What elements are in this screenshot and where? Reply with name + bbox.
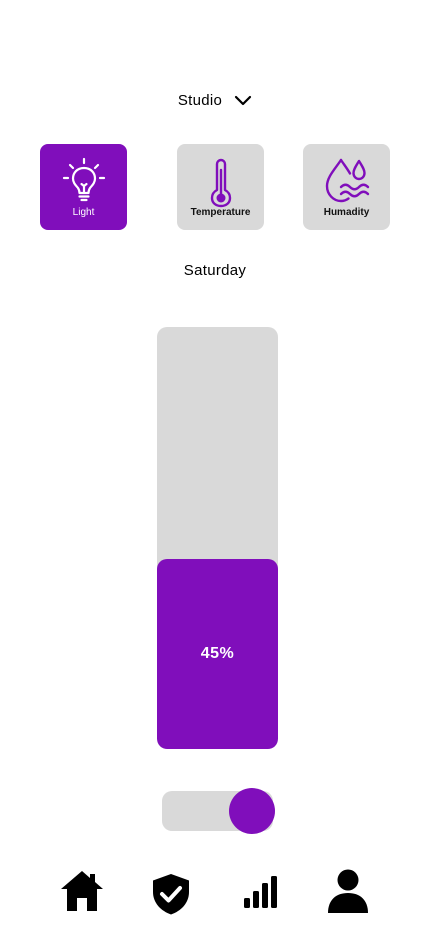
lightbulb-icon — [62, 157, 105, 202]
shield-check-icon[interactable] — [149, 872, 193, 916]
signal-bars-icon[interactable] — [241, 874, 281, 910]
room-name: Studio — [177, 91, 223, 109]
mode-tile-humidity[interactable]: Humadity — [303, 144, 390, 230]
user-icon[interactable] — [326, 868, 370, 914]
level-value: 45% — [200, 645, 235, 663]
home-icon[interactable] — [59, 868, 105, 914]
level-slider[interactable]: 45% — [157, 327, 278, 749]
humidity-icon — [325, 158, 369, 203]
day-label: Saturday — [183, 262, 247, 279]
toggle-knob[interactable] — [229, 788, 275, 834]
thermometer-icon — [210, 158, 231, 208]
mode-label: Humadity — [323, 207, 370, 218]
mode-tile-temperature[interactable]: Temperature — [177, 144, 264, 230]
mode-label: Temperature — [190, 207, 251, 218]
chevron-down-icon[interactable] — [234, 92, 252, 110]
mode-tile-light[interactable]: Light — [40, 144, 127, 230]
room-selector[interactable]: Studio — [0, 86, 430, 114]
level-fill[interactable]: 45% — [157, 559, 278, 749]
mode-label: Light — [72, 207, 95, 218]
